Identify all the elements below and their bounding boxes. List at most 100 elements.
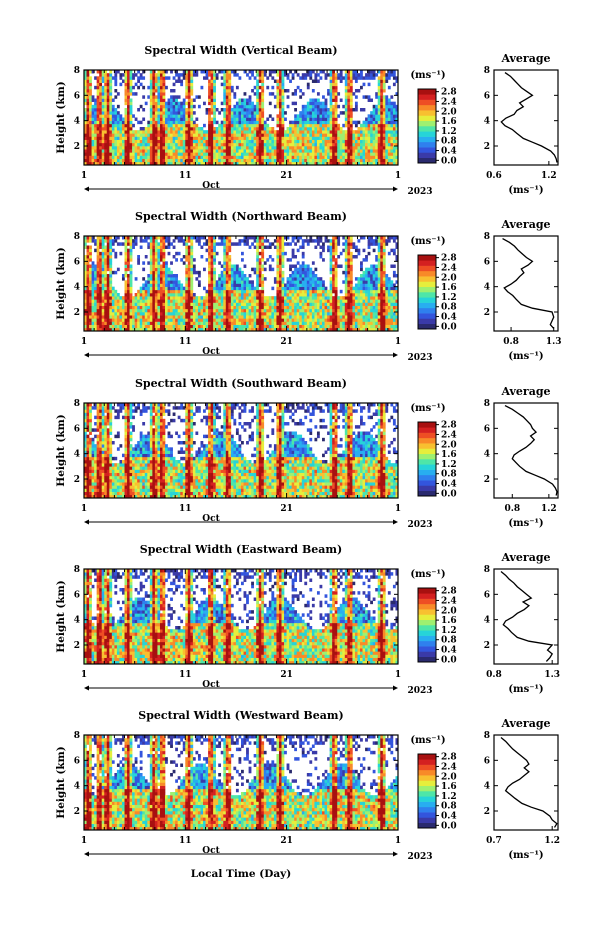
heatmap-cell bbox=[342, 146, 346, 150]
heatmap-cell bbox=[134, 312, 138, 316]
heatmap-cell bbox=[278, 299, 282, 303]
heatmap-cell bbox=[119, 123, 123, 128]
heatmap-cell bbox=[89, 120, 92, 125]
heatmap-cell bbox=[246, 120, 249, 125]
heatmap-cell bbox=[362, 120, 366, 125]
heatmap-cell bbox=[291, 270, 295, 275]
heatmap-cell bbox=[210, 89, 214, 93]
heatmap-cell bbox=[337, 146, 341, 150]
heatmap-cell bbox=[159, 117, 163, 121]
heatmap-cell bbox=[291, 136, 295, 140]
heatmap-cell bbox=[96, 318, 100, 322]
heatmap-cell bbox=[273, 130, 277, 134]
heatmap-cell bbox=[96, 255, 100, 259]
heatmap-cell bbox=[241, 289, 244, 294]
heatmap-cell bbox=[286, 127, 290, 131]
heatmap-cell bbox=[370, 130, 373, 134]
heatmap-cell bbox=[327, 142, 330, 147]
heatmap-cell bbox=[127, 76, 130, 80]
heatmap-cell bbox=[159, 79, 163, 83]
heatmap-cell bbox=[144, 312, 148, 316]
heatmap-cell bbox=[337, 158, 341, 163]
heatmap-cell bbox=[241, 117, 244, 121]
heatmap-cell bbox=[256, 255, 260, 259]
heatmap-cell bbox=[129, 139, 133, 144]
heatmap-cell bbox=[375, 149, 379, 153]
heatmap-cell bbox=[127, 98, 130, 102]
heatmap-cell bbox=[380, 130, 384, 134]
heatmap-cell bbox=[127, 89, 130, 93]
heatmap-cell bbox=[357, 146, 361, 150]
heatmap-cell bbox=[172, 133, 176, 137]
heatmap-cell bbox=[266, 312, 270, 316]
heatmap-cell bbox=[149, 245, 153, 249]
heatmap-cell bbox=[149, 95, 153, 99]
heatmap-cell bbox=[111, 305, 115, 310]
heatmap-cell bbox=[109, 296, 113, 300]
heatmap-cell bbox=[349, 104, 353, 109]
heatmap-cell bbox=[225, 264, 229, 268]
heatmap-cell bbox=[223, 264, 227, 268]
heatmap-cell bbox=[149, 108, 153, 112]
heatmap-cell bbox=[175, 251, 178, 256]
heatmap-cell bbox=[322, 155, 325, 159]
heatmap-cell bbox=[387, 130, 391, 134]
heatmap-cell bbox=[299, 299, 303, 303]
heatmap-cell bbox=[263, 161, 267, 166]
heatmap-cell bbox=[223, 146, 227, 150]
heatmap-cell bbox=[170, 123, 173, 128]
heatmap-cell bbox=[319, 70, 323, 74]
heatmap-cell bbox=[190, 139, 194, 144]
heatmap-cell bbox=[218, 127, 222, 131]
heatmap-cell bbox=[278, 155, 282, 159]
heatmap-cell bbox=[159, 139, 163, 144]
heatmap-cell bbox=[119, 327, 123, 332]
heatmap-cell bbox=[392, 117, 396, 121]
heatmap-cell bbox=[170, 280, 173, 284]
heatmap-cell bbox=[276, 327, 280, 332]
heatmap-cell bbox=[124, 315, 128, 319]
heatmap-cell bbox=[175, 274, 178, 278]
heatmap-cell bbox=[273, 158, 277, 163]
heatmap-cell bbox=[243, 277, 247, 281]
heatmap-cell bbox=[223, 289, 227, 294]
heatmap-cell bbox=[314, 133, 318, 137]
heatmap-cell bbox=[137, 315, 141, 319]
heatmap-cell bbox=[152, 264, 156, 268]
heatmap-cell bbox=[86, 133, 90, 137]
colorbar-frame bbox=[417, 88, 437, 164]
heatmap-cell bbox=[324, 111, 328, 115]
heatmap-cell bbox=[347, 101, 351, 106]
heatmap-cell bbox=[147, 327, 151, 332]
heatmap-cell bbox=[213, 76, 216, 80]
heatmap-cell bbox=[106, 236, 110, 240]
heatmap-cell bbox=[109, 286, 113, 291]
heatmap-cell bbox=[266, 85, 270, 90]
heatmap-cell bbox=[180, 155, 184, 159]
heatmap-cell bbox=[261, 236, 265, 240]
heatmap-cell bbox=[197, 270, 201, 275]
heatmap-cell bbox=[243, 312, 247, 316]
heatmap-cell bbox=[99, 111, 103, 115]
heatmap-cell bbox=[243, 239, 247, 243]
heatmap-cell bbox=[309, 149, 313, 153]
heatmap-cell bbox=[116, 104, 120, 109]
heatmap-cell bbox=[208, 92, 211, 96]
heatmap-cell bbox=[273, 136, 277, 140]
heatmap-cell bbox=[230, 293, 234, 297]
heatmap-cell bbox=[170, 296, 173, 300]
heatmap-cell bbox=[210, 82, 214, 87]
heatmap-cell bbox=[256, 142, 260, 147]
heatmap-cell bbox=[261, 127, 265, 131]
heatmap-cell bbox=[154, 248, 158, 253]
heatmap-cell bbox=[304, 127, 308, 131]
heatmap-cell bbox=[175, 158, 178, 163]
heatmap-cell bbox=[233, 280, 237, 284]
heatmap-cell bbox=[170, 111, 173, 115]
heatmap-cell bbox=[182, 299, 186, 303]
heatmap-cell bbox=[289, 321, 292, 325]
heatmap-cell bbox=[322, 123, 325, 128]
heatmap-cell bbox=[116, 111, 120, 115]
heatmap-cell bbox=[370, 120, 373, 125]
heatmap-cell bbox=[177, 251, 181, 256]
